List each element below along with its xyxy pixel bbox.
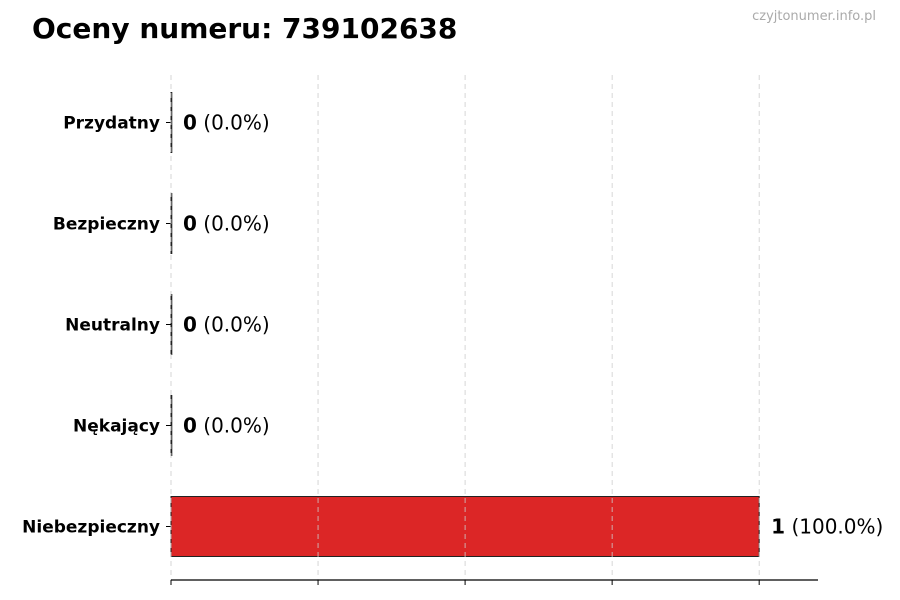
- chart-title: Oceny numeru: 739102638: [32, 12, 458, 45]
- category-label: Niebezpieczny: [22, 518, 160, 538]
- watermark: czyjtonumer.info.pl: [752, 9, 876, 24]
- value-label: 0 (0.0%): [183, 414, 270, 438]
- category-label: Przydatny: [63, 114, 160, 134]
- category-label: Bezpieczny: [53, 215, 160, 235]
- category-label: Nękający: [73, 417, 160, 437]
- category-label: Neutralny: [65, 316, 160, 336]
- value-label: 0 (0.0%): [183, 313, 270, 337]
- value-label: 0 (0.0%): [183, 212, 270, 236]
- value-label: 0 (0.0%): [183, 111, 270, 135]
- value-label: 1 (100.0%): [771, 515, 883, 539]
